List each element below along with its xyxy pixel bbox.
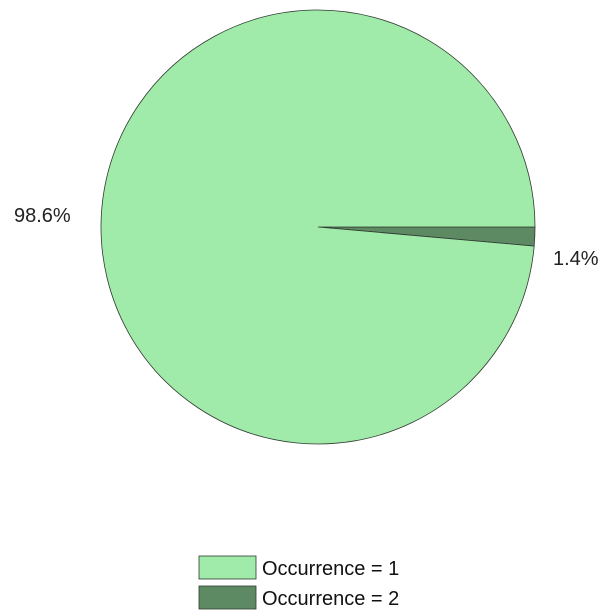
legend: Occurrence = 1 Occurrence = 2: [198, 555, 399, 610]
legend-swatch-1: [198, 555, 257, 580]
pie-labels: 98.6% 1.4%: [14, 205, 599, 270]
pie-slices: [100, 9, 536, 445]
slice-percentage-label-2: 1.4%: [553, 248, 599, 270]
legend-swatch-2: [198, 585, 257, 610]
legend-label-2: Occurrence = 2: [262, 588, 399, 610]
pie-slice-1: [100, 9, 536, 445]
legend-label-1: Occurrence = 1: [262, 558, 399, 580]
slice-percentage-label-1: 98.6%: [14, 205, 71, 227]
